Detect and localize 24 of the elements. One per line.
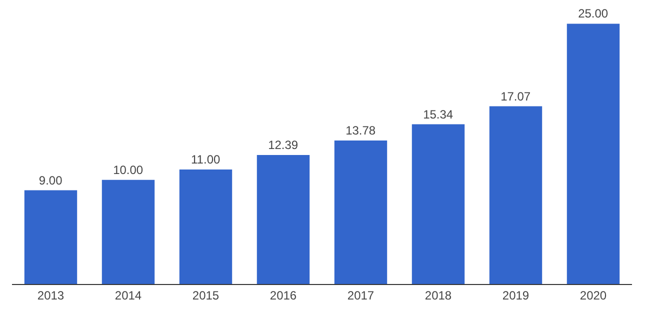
x-tick-label: 2014: [114, 288, 142, 302]
data-label: 13.78: [346, 124, 376, 138]
x-tick-label: 2020: [580, 288, 607, 302]
x-tick-label: 2018: [424, 288, 452, 302]
x-tick-label: 2013: [37, 288, 64, 302]
x-tick-label: 2016: [270, 288, 297, 302]
x-tick-label: 2015: [192, 288, 220, 302]
bar: [102, 180, 155, 284]
x-tick-label: 2017: [347, 288, 374, 302]
data-label: 17.07: [500, 89, 531, 104]
data-label: 25.00: [578, 6, 608, 21]
bar: [256, 155, 310, 284]
data-label: 10.00: [113, 162, 144, 177]
bar: [24, 190, 78, 284]
data-label: 15.34: [423, 107, 454, 122]
data-label: 11.00: [191, 152, 220, 166]
data-label: 12.39: [268, 138, 298, 152]
bar: [334, 140, 388, 284]
x-tick-label: 2019: [502, 288, 530, 302]
bar: [179, 169, 232, 284]
bar: [489, 106, 542, 284]
bar: [566, 24, 620, 284]
data-label: 9.00: [38, 173, 63, 188]
bar: [412, 124, 465, 284]
